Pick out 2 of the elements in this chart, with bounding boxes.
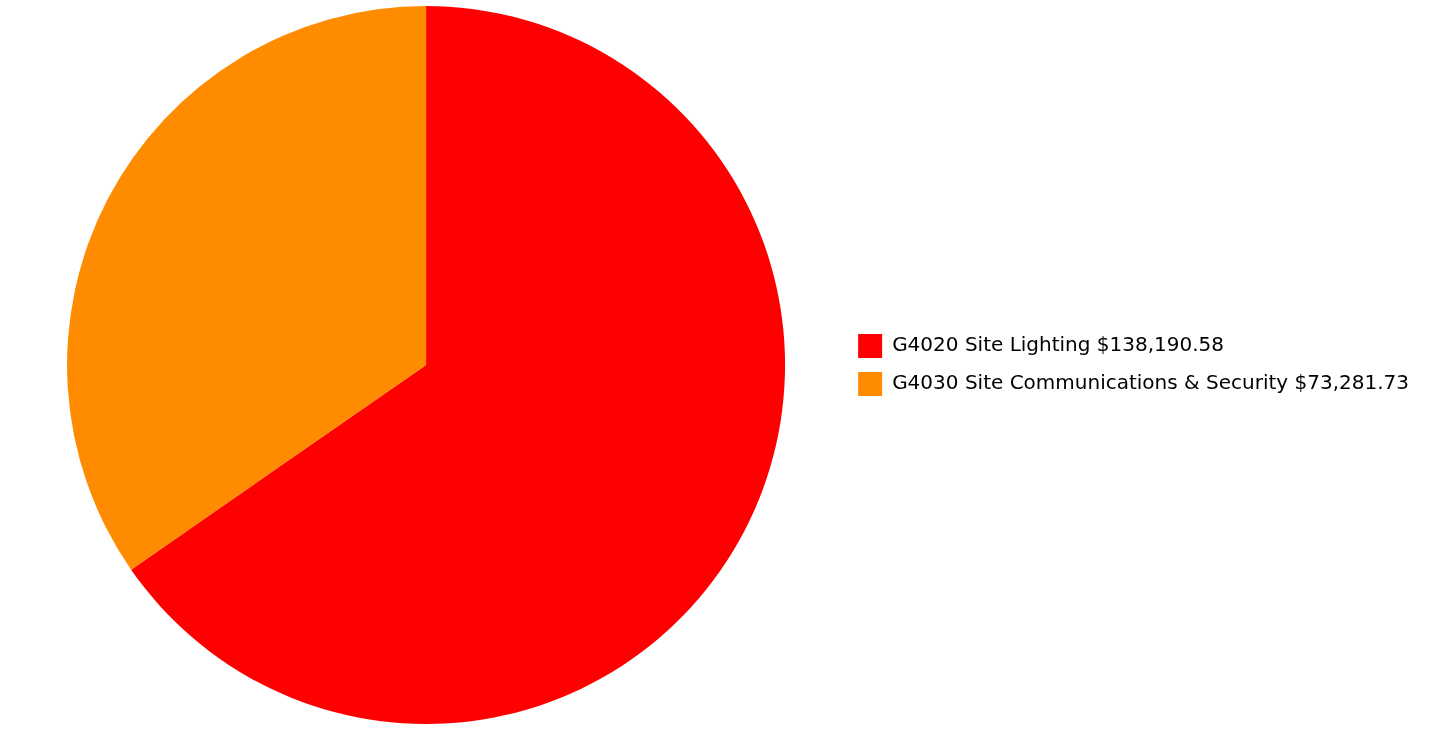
legend-label: G4030 Site Communications & Security $73,281.73	[892, 370, 1409, 395]
legend-label: G4020 Site Lighting $138,190.58	[892, 332, 1225, 357]
